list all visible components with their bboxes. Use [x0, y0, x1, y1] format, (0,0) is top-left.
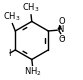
Text: N: N	[58, 26, 64, 34]
Text: NH$_2$: NH$_2$	[24, 66, 42, 78]
Text: +: +	[57, 26, 62, 31]
Text: CH$_3$: CH$_3$	[3, 10, 21, 23]
Text: I: I	[8, 49, 11, 58]
Text: −: −	[60, 35, 65, 40]
Text: CH$_3$: CH$_3$	[22, 2, 40, 14]
Text: O: O	[58, 35, 65, 44]
Text: O: O	[58, 17, 65, 26]
